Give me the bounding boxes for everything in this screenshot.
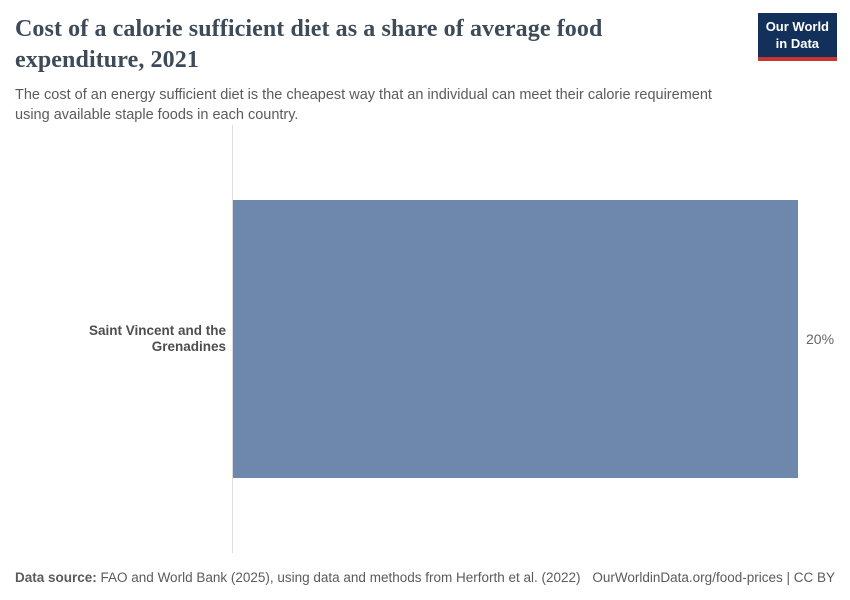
owid-logo: Our World in Data — [757, 13, 837, 61]
value-label: 20% — [806, 331, 835, 347]
owid-logo-line1: Our World — [765, 19, 829, 34]
category-label: Saint Vincent and the Grenadines — [88, 322, 226, 354]
bar-row: Saint Vincent and the Grenadines 20% — [15, 125, 835, 553]
attribution-link[interactable]: OurWorldinData.org/food-prices | CC BY — [592, 570, 835, 586]
chart-title: Cost of a calorie sufficient diet as a s… — [15, 16, 603, 73]
chart-subtitle: The cost of an energy sufficient diet is… — [15, 87, 712, 124]
data-source-text: FAO and World Bank (2025), using data an… — [96, 570, 581, 586]
data-source-label: Data source: — [15, 570, 97, 586]
chart-header: Cost of a calorie sufficient diet as a s… — [15, 14, 750, 125]
plot-band: 20% — [232, 125, 835, 553]
owid-logo-line2: in Data — [775, 35, 820, 51]
plot-area: Saint Vincent and the Grenadines 20% — [15, 125, 835, 553]
data-source-note: Data source: FAO and World Bank (2025), … — [15, 569, 581, 587]
chart-footer: Data source: FAO and World Bank (2025), … — [15, 569, 835, 587]
bar[interactable] — [233, 200, 798, 478]
